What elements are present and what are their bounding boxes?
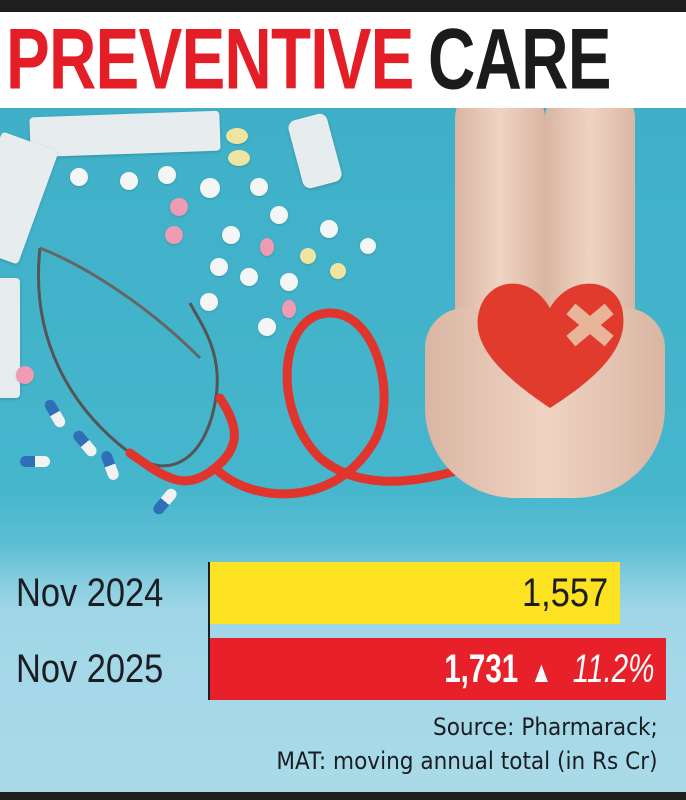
pill-icon bbox=[300, 248, 316, 264]
up-triangle-icon: ▲ bbox=[530, 655, 553, 689]
chart-axis bbox=[208, 562, 210, 700]
pill-icon bbox=[158, 166, 176, 184]
top-border bbox=[0, 0, 686, 12]
pill-icon bbox=[270, 206, 288, 224]
pill-icon bbox=[210, 258, 228, 276]
bar-row-nov-2024: Nov 2024 1,557 bbox=[0, 562, 686, 624]
heart-icon bbox=[477, 283, 624, 408]
bar-nov-2024: 1,557 bbox=[210, 562, 620, 624]
source-line: Source: Pharmarack; bbox=[433, 713, 658, 741]
growth-percent: 11.2% bbox=[572, 646, 654, 691]
headline-part-2: CARE bbox=[427, 11, 611, 108]
note-line: MAT: moving annual total (in Rs Cr) bbox=[276, 747, 658, 775]
pill-icon bbox=[360, 238, 376, 254]
pill-icon bbox=[120, 172, 138, 190]
blister-pack-icon bbox=[0, 278, 20, 398]
pill-icon bbox=[170, 198, 188, 216]
pill-icon bbox=[16, 366, 34, 384]
pill-icon bbox=[200, 178, 220, 198]
bar-label: Nov 2025 bbox=[16, 646, 164, 691]
bar-nov-2025: 1,731 ▲ 11.2% bbox=[210, 638, 666, 700]
bar-value: 1,731 bbox=[443, 646, 518, 691]
bar-label: Nov 2024 bbox=[16, 570, 164, 615]
pill-icon bbox=[222, 226, 240, 244]
pill-icon bbox=[250, 178, 268, 196]
pill-icon bbox=[282, 300, 296, 318]
bar-value: 1,557 bbox=[521, 570, 608, 615]
headline-part-1: PREVENTIVE bbox=[6, 11, 414, 108]
bar-row-nov-2025: Nov 2025 1,731 ▲ 11.2% bbox=[0, 638, 686, 700]
pill-icon bbox=[165, 226, 183, 244]
pill-icon bbox=[320, 220, 338, 238]
pill-icon bbox=[330, 263, 346, 279]
headline: PREVENTIVE CARE bbox=[0, 12, 686, 108]
bottom-border bbox=[0, 792, 686, 800]
pill-icon bbox=[200, 293, 218, 311]
capsule-icon bbox=[20, 456, 50, 467]
pill-icon bbox=[260, 238, 274, 256]
pill-icon bbox=[228, 150, 250, 166]
pill-icon bbox=[240, 268, 258, 286]
pill-icon bbox=[280, 273, 298, 291]
pill-icon bbox=[258, 318, 276, 336]
pill-icon bbox=[70, 168, 88, 186]
pill-icon bbox=[226, 128, 248, 144]
